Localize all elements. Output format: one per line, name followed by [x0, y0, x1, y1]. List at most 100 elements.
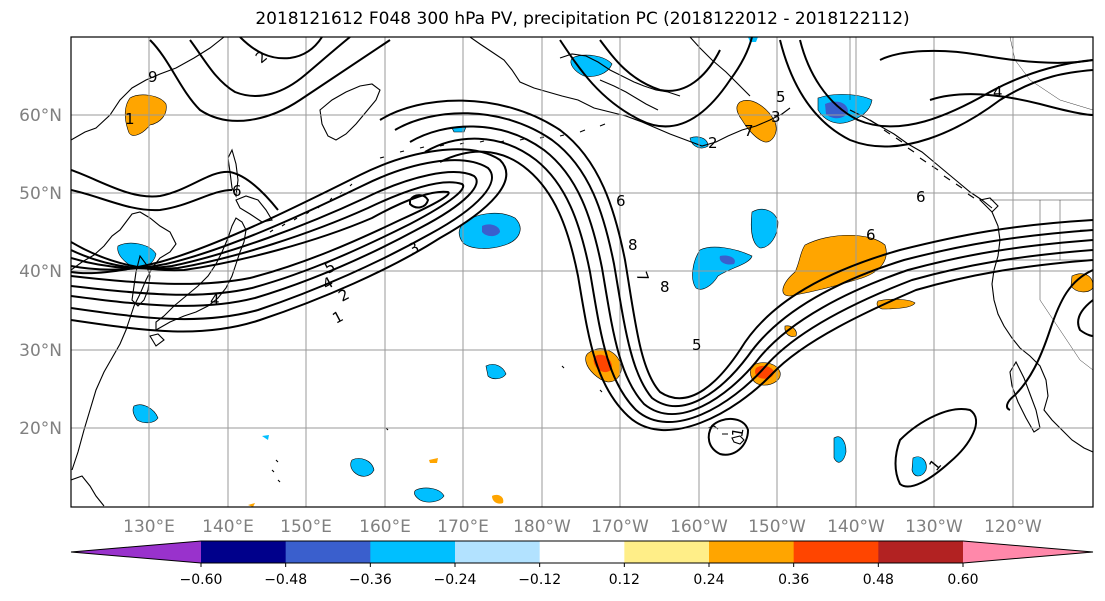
lon-label: 170°E: [437, 517, 489, 537]
lon-label: 180°W: [513, 517, 571, 537]
precip-shading: [117, 37, 1093, 507]
pv-contour: [71, 190, 450, 285]
pv-contour: [149, 39, 391, 122]
precip-negative-core: [482, 224, 500, 237]
precip-positive-area: [876, 298, 916, 310]
precip-negative-area: [833, 436, 847, 463]
colorbar-tick-label: 0.12: [609, 572, 640, 588]
pv-contour: [71, 169, 279, 211]
lon-label: 160°W: [670, 517, 728, 537]
precip-negative-area: [350, 458, 375, 477]
contour-label: 1: [125, 110, 135, 128]
contour-label: 6: [916, 188, 926, 206]
pv-contour: [929, 93, 1093, 116]
lon-label: 150°E: [280, 517, 332, 537]
pv-contour: [424, 137, 1093, 423]
lon-label: 150°W: [748, 517, 806, 537]
pv-contour: [559, 37, 753, 128]
colorbar-tick-label: −0.48: [264, 572, 307, 588]
contour-label: 4: [210, 291, 220, 309]
colorbar-bin: [709, 541, 795, 563]
colorbar-tick-label: 0.48: [863, 572, 894, 588]
lon-label: 120°W: [984, 517, 1042, 537]
precip-negative-area: [750, 209, 779, 249]
pv-contours: [71, 37, 1093, 488]
precip-positive-area: [429, 458, 438, 463]
lon-label: 140°W: [827, 517, 885, 537]
map-title: 2018121612 F048 300 hPa PV, precipitatio…: [255, 9, 910, 29]
pv-contour: [71, 181, 465, 296]
lat-label: 30°N: [19, 341, 62, 361]
contour-label: 8: [628, 236, 638, 254]
pv-contour: [409, 194, 430, 209]
lon-label: 140°E: [202, 517, 254, 537]
pv-contour: [71, 171, 478, 307]
contour-label: 2: [708, 134, 718, 152]
map-area: 1 2 3 4 5 6 7 8 6 4 2 1 3 5 9 6 4 1 1 2 …: [71, 37, 1093, 507]
precip-negative-core: [825, 101, 848, 119]
pv-contour: [189, 37, 351, 97]
lon-label: 130°E: [123, 517, 175, 537]
contour-label: 5: [692, 336, 702, 354]
lon-label: 170°W: [591, 517, 649, 537]
colorbar-tick-label: 0.36: [778, 572, 809, 588]
pv-contour: [799, 39, 1093, 128]
colorbar-bin: [793, 541, 879, 563]
precip-negative-area: [692, 246, 753, 290]
colorbar-tick-label: −0.60: [180, 572, 223, 588]
pv-contour: [394, 112, 1093, 408]
colorbar-bin: [370, 541, 456, 563]
colorbar-bin: [624, 541, 710, 563]
precip-negative-area: [414, 487, 445, 503]
pv-contour: [894, 408, 977, 488]
colorbar-bin: [539, 541, 625, 563]
precip-negative-area: [485, 364, 507, 380]
pv-contour: [71, 159, 493, 321]
contour-label: 3: [771, 108, 781, 126]
colorbar-tick-label: 0.60: [947, 572, 978, 588]
colorbar-tick-label: −0.36: [349, 572, 392, 588]
colorbar-tick-label: −0.24: [434, 572, 477, 588]
colorbar-bin: [455, 541, 541, 563]
contour-label: 4: [993, 83, 1003, 101]
lat-lon-grid: [71, 37, 1093, 507]
colorbar-bin: [878, 541, 964, 563]
lat-label: 40°N: [19, 262, 62, 282]
contour-label: 8: [660, 278, 670, 296]
pv-contour: [879, 49, 1093, 64]
precip-positive-area: [736, 100, 777, 143]
lon-label: 130°W: [905, 517, 963, 537]
contour-label: 6: [866, 226, 876, 244]
contour-label: 7: [744, 122, 754, 140]
pv-contour: [379, 99, 1093, 400]
lon-label: 160°E: [359, 517, 411, 537]
contour-label: 6: [232, 182, 242, 200]
pv-contour: [239, 37, 323, 60]
precip-negative-area: [262, 435, 269, 440]
pv-contour: [779, 39, 1093, 148]
contour-label: 6: [616, 192, 626, 210]
colorbar-bin: [201, 541, 287, 563]
pv-contour: [71, 189, 233, 212]
precip-positive-area: [492, 494, 504, 504]
colorbar-tick-label: 0.24: [693, 572, 724, 588]
lat-label: 20°N: [19, 419, 62, 439]
pv-contour: [707, 418, 750, 456]
lat-label: 50°N: [19, 184, 62, 204]
pv-contour: [71, 148, 508, 333]
pv-contour: [439, 150, 1093, 432]
pv-contour: [1006, 269, 1093, 411]
precip-positive-area: [248, 503, 255, 507]
colorbar-tick-label: −0.12: [518, 572, 561, 588]
contour-label: 1: [728, 426, 747, 439]
latitude-labels: 60°N 50°N 40°N 30°N 20°N: [19, 106, 62, 439]
colorbar-bin: [285, 541, 371, 563]
pv-contour: [1077, 299, 1093, 337]
lat-label: 60°N: [19, 106, 62, 126]
colorbar: −0.60 −0.48 −0.36 −0.24 −0.12 0.12 0.24 0.36 0.4…: [70, 540, 1094, 588]
contour-label: 5: [776, 88, 786, 106]
pv-contour: [599, 39, 721, 92]
colorbar-extension-high: [963, 541, 1093, 563]
map-frame: [70, 36, 1094, 508]
